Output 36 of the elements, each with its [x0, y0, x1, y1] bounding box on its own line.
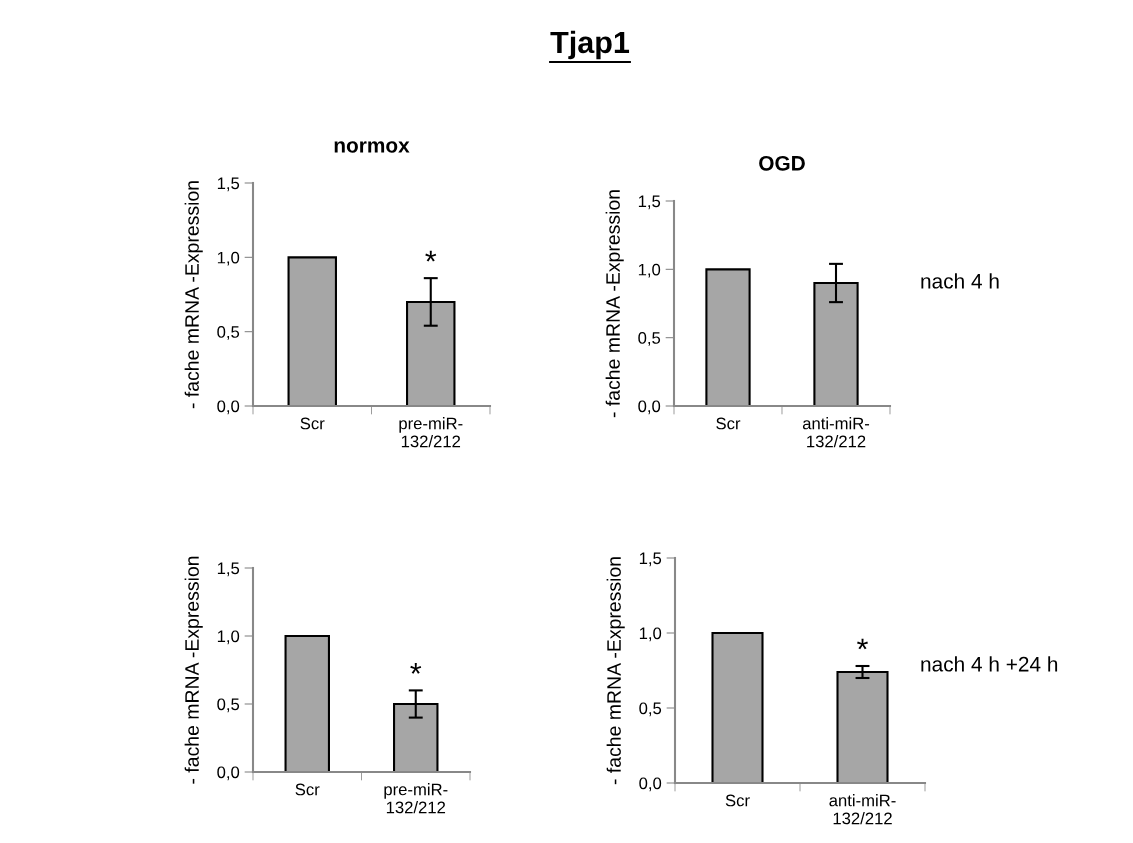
y-tick-label: 1,0 [638, 263, 661, 278]
y-tick-label: 1,0 [217, 251, 240, 266]
chart-title: OGD [759, 155, 805, 171]
y-axis-title: - fache mRNA -Expression [605, 190, 624, 418]
annotation: * [857, 638, 868, 650]
x-tick-label: pre-miR- 132/212 [384, 783, 448, 814]
annotation: * [425, 250, 437, 262]
y-tick-label: 0,0 [217, 400, 240, 415]
chart-title: normox [334, 141, 410, 153]
x-tick-label: Scr [716, 417, 741, 430]
x-tick-label: anti-miR- 132/212 [802, 417, 870, 448]
y-tick-label: 0,0 [639, 777, 662, 792]
y-tick-label: 1,5 [638, 195, 661, 210]
y-axis-title: - fache mRNA -Expression [184, 181, 203, 409]
x-tick-label: Scr [300, 417, 325, 430]
y-tick-label: 0,5 [638, 332, 661, 346]
y-tick-label: 1,0 [639, 627, 662, 642]
y-tick-label: 0,0 [217, 766, 240, 781]
y-tick-label: 1,5 [217, 562, 240, 577]
y-tick-label: 1,5 [217, 177, 240, 192]
y-axis-title: - fache mRNA -Expression [606, 557, 625, 785]
y-tick-label: 0,0 [638, 400, 661, 415]
y-tick-label: 1,0 [217, 630, 240, 645]
y-axis-title: - fache mRNA -Expression [184, 556, 203, 784]
text: nach 4 h [921, 273, 999, 289]
x-tick-label: Scr [725, 794, 750, 807]
annotation: nach 4 h +24 h [921, 656, 1058, 672]
x-tick-label: pre-miR- 132/212 [399, 417, 463, 448]
y-tick-label: 0,5 [639, 702, 662, 717]
y-tick-label: 0,5 [217, 326, 240, 340]
x-tick-label: Scr [295, 783, 320, 796]
y-tick-label: 1,5 [639, 552, 662, 567]
annotation: * [410, 663, 422, 674]
y-tick-label: 0,5 [217, 698, 240, 713]
x-tick-label: anti-miR- 132/212 [829, 794, 896, 825]
text: Tjap1 [550, 30, 630, 60]
